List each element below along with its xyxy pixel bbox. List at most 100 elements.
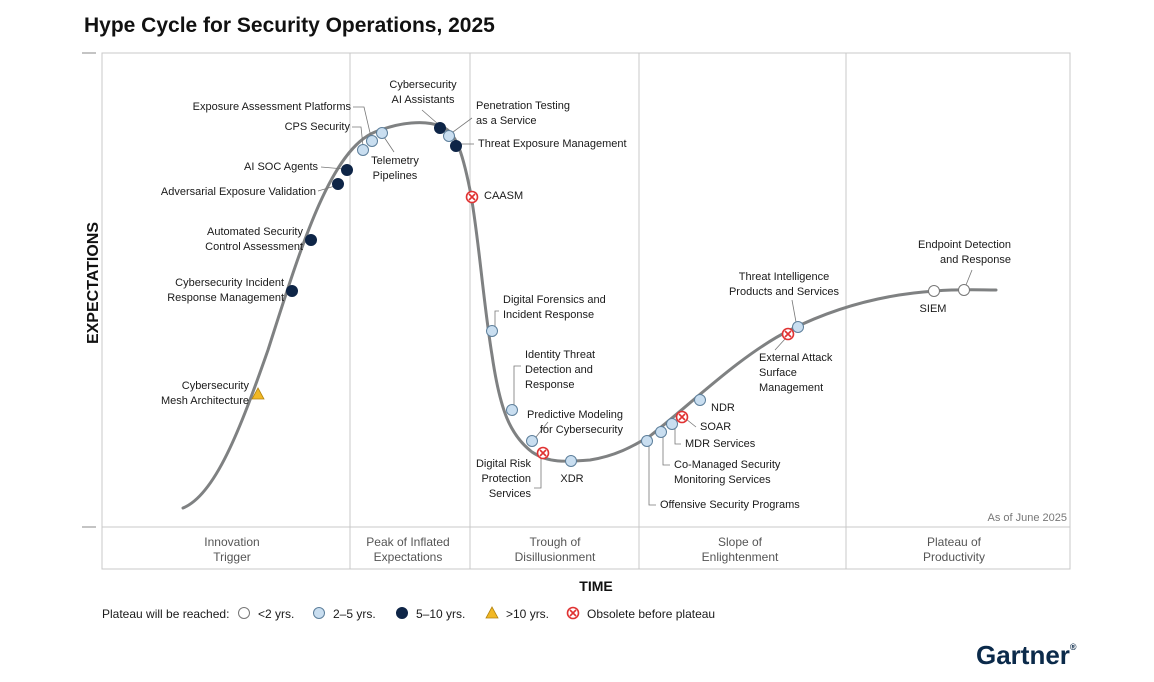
point-11 — [450, 140, 462, 152]
axes: TIME EXPECTATIONS As of June 2025 — [85, 222, 1067, 594]
point-label-6-line-1: CPS Security — [285, 121, 351, 133]
chart-points — [251, 122, 970, 467]
point-label-14-line-1: Identity Threat — [525, 349, 595, 361]
point-20 — [666, 418, 678, 430]
point-18 — [641, 435, 653, 447]
phase-label-5-line-2: Productivity — [923, 550, 985, 564]
legend-marker-3 — [396, 607, 408, 619]
leader-line-8 — [383, 136, 395, 153]
point-label-12: CAASM — [484, 190, 523, 202]
point-3 — [305, 234, 317, 246]
point-label-4-line-1: Adversarial Exposure Validation — [161, 186, 316, 198]
gartner-logo: Gartner® — [976, 640, 1077, 670]
as-of-note: As of June 2025 — [987, 512, 1067, 524]
point-9 — [434, 122, 446, 134]
point-label-23-line-2: Surface — [759, 367, 797, 379]
point-label-15-line-1: Predictive Modeling — [527, 409, 623, 421]
point-label-2-line-1: Cybersecurity Incident — [175, 277, 284, 289]
point-26 — [958, 284, 970, 296]
leader-line-23 — [774, 338, 786, 351]
point-label-25: SIEM — [920, 303, 947, 315]
point-label-19: Co-Managed Security Monitoring Services — [674, 459, 781, 486]
legend-label-2: 2–5 yrs. — [333, 607, 376, 621]
point-label-18-line-1: Offensive Security Programs — [660, 499, 800, 511]
point-label-22: NDR — [711, 402, 735, 414]
point-23 — [781, 327, 795, 341]
point-label-13-line-2: Incident Response — [503, 309, 594, 321]
plot-border — [101, 52, 1071, 570]
leader-line-15 — [535, 421, 549, 438]
phase-label-5-line-1: Plateau of — [927, 535, 982, 549]
point-label-16-line-3: Services — [489, 488, 532, 500]
leader-lines — [317, 106, 973, 506]
point-label-12-line-1: CAASM — [484, 190, 523, 202]
point-7 — [366, 135, 378, 147]
point-label-8-line-2: Pipelines — [373, 170, 418, 182]
point-2 — [286, 285, 298, 297]
leader-line-18 — [648, 446, 656, 506]
point-label-10-line-1: Penetration Testing — [476, 100, 570, 112]
point-label-26-line-1: Endpoint Detection — [918, 239, 1011, 251]
point-label-25-line-1: SIEM — [920, 303, 947, 315]
point-label-15: Predictive Modeling for Cybersecurity — [527, 409, 623, 436]
gartner-logo-text: Gartner — [976, 640, 1070, 670]
phase-label-1-line-2: Trigger — [213, 550, 251, 564]
leader-line-19 — [662, 436, 670, 466]
phase-label-3-line-2: Disillusionment — [515, 550, 596, 564]
point-label-7-line-1: Exposure Assessment Platforms — [193, 101, 352, 113]
legend-marker-1 — [238, 607, 250, 619]
legend-prefix: Plateau will be reached: — [102, 607, 229, 621]
point-label-8: Telemetry Pipelines — [371, 155, 419, 182]
point-1 — [251, 387, 265, 400]
leader-line-7 — [353, 106, 372, 138]
point-17 — [565, 455, 577, 467]
legend-marker-5 — [566, 606, 580, 620]
point-label-1-line-1: Cybersecurity — [182, 380, 250, 392]
point-label-3-line-1: Automated Security — [207, 226, 303, 238]
point-label-26-line-2: and Response — [940, 254, 1011, 266]
point-label-11-line-1: Threat Exposure Management — [478, 138, 627, 150]
point-label-19-line-1: Co-Managed Security — [674, 459, 781, 471]
point-label-2: Cybersecurity Incident Response Managemen… — [167, 277, 284, 304]
point-label-14-line-2: Detection and — [525, 364, 593, 376]
point-label-13-line-1: Digital Forensics and — [503, 294, 606, 306]
leader-line-6 — [352, 126, 364, 147]
point-12 — [465, 190, 479, 204]
phase-label-4-line-1: Slope of — [718, 535, 763, 549]
point-label-16: Digital Risk Protection Services — [476, 458, 532, 500]
leader-line-21 — [685, 418, 697, 428]
point-15 — [526, 435, 538, 447]
point-14 — [506, 404, 518, 416]
point-label-26: Endpoint Detection and Response — [918, 239, 1011, 266]
phase-label-1-line-1: Innovation — [204, 535, 259, 549]
leader-line-9 — [421, 109, 439, 125]
point-label-17: XDR — [560, 473, 583, 485]
point-25 — [928, 285, 940, 297]
chart-labels: Cybersecurity Mesh ArchitectureCybersecur… — [161, 79, 1011, 511]
point-4 — [332, 178, 344, 190]
legend-label-1: <2 yrs. — [258, 607, 294, 621]
point-label-5: AI SOC Agents — [244, 161, 318, 173]
point-label-14-line-3: Response — [525, 379, 575, 391]
leader-line-5 — [320, 166, 345, 170]
point-label-6: CPS Security — [285, 121, 351, 133]
point-label-8-line-1: Telemetry — [371, 155, 419, 167]
leader-line-26 — [965, 269, 973, 286]
leader-line-10 — [452, 117, 473, 133]
point-16-cross — [539, 449, 547, 457]
point-23-cross — [784, 330, 792, 338]
point-6 — [357, 144, 369, 156]
point-label-20: MDR Services — [685, 438, 756, 450]
point-label-5-line-1: AI SOC Agents — [244, 161, 318, 173]
point-5 — [341, 164, 353, 176]
point-label-20-line-1: MDR Services — [685, 438, 756, 450]
point-21-cross — [678, 413, 686, 421]
leader-line-24 — [791, 299, 797, 323]
point-label-4: Adversarial Exposure Validation — [161, 186, 316, 198]
point-13 — [486, 325, 498, 337]
leader-line-20 — [674, 428, 681, 445]
leader-line-16 — [534, 458, 542, 489]
legend-marker-2 — [313, 607, 325, 619]
leader-line-14 — [513, 365, 521, 406]
